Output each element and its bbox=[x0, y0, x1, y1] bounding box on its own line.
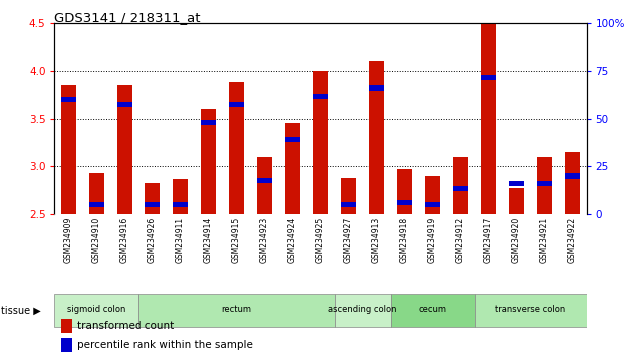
Text: GSM234924: GSM234924 bbox=[288, 217, 297, 263]
Bar bbox=[313, 94, 328, 99]
Text: GSM234923: GSM234923 bbox=[260, 217, 269, 263]
Bar bbox=[257, 178, 272, 183]
Bar bbox=[509, 188, 524, 214]
Text: tissue ▶: tissue ▶ bbox=[1, 306, 40, 316]
Bar bbox=[54, 294, 138, 327]
Text: GDS3141 / 218311_at: GDS3141 / 218311_at bbox=[54, 11, 201, 24]
Bar bbox=[145, 183, 160, 214]
Bar bbox=[335, 294, 390, 327]
Text: GSM234925: GSM234925 bbox=[316, 217, 325, 263]
Text: GSM234911: GSM234911 bbox=[176, 217, 185, 263]
Bar bbox=[565, 152, 580, 214]
Bar bbox=[201, 109, 216, 214]
Text: GSM234926: GSM234926 bbox=[148, 217, 157, 263]
Bar bbox=[89, 173, 104, 214]
Text: GSM234914: GSM234914 bbox=[204, 217, 213, 263]
Bar bbox=[229, 102, 244, 107]
Bar bbox=[481, 23, 496, 214]
Text: GSM234919: GSM234919 bbox=[428, 217, 437, 263]
Bar bbox=[89, 202, 104, 207]
Bar bbox=[229, 82, 244, 214]
Text: GSM234921: GSM234921 bbox=[540, 217, 549, 263]
Text: ascending colon: ascending colon bbox=[328, 306, 397, 314]
Text: GSM234922: GSM234922 bbox=[568, 217, 577, 263]
Bar bbox=[369, 61, 384, 214]
Bar bbox=[537, 181, 552, 186]
Bar bbox=[173, 179, 188, 214]
Text: cecum: cecum bbox=[419, 306, 447, 314]
Bar bbox=[285, 123, 300, 214]
Bar bbox=[481, 75, 496, 80]
Bar bbox=[138, 294, 335, 327]
Bar bbox=[453, 157, 468, 214]
Bar bbox=[201, 120, 216, 125]
Bar bbox=[117, 102, 132, 107]
Text: GSM234910: GSM234910 bbox=[92, 217, 101, 263]
Bar bbox=[425, 176, 440, 214]
Bar bbox=[390, 294, 474, 327]
Bar bbox=[61, 97, 76, 102]
Text: percentile rank within the sample: percentile rank within the sample bbox=[77, 340, 253, 350]
Bar bbox=[509, 181, 524, 186]
Bar bbox=[397, 200, 412, 205]
Text: GSM234909: GSM234909 bbox=[64, 217, 73, 263]
Bar bbox=[61, 85, 76, 214]
Bar bbox=[474, 294, 587, 327]
Text: GSM234915: GSM234915 bbox=[232, 217, 241, 263]
Text: GSM234917: GSM234917 bbox=[484, 217, 493, 263]
Text: GSM234918: GSM234918 bbox=[400, 217, 409, 263]
Bar bbox=[369, 85, 384, 91]
Bar bbox=[341, 178, 356, 214]
Text: transverse colon: transverse colon bbox=[495, 306, 565, 314]
Bar bbox=[341, 202, 356, 207]
Text: transformed count: transformed count bbox=[77, 321, 174, 331]
Text: GSM234927: GSM234927 bbox=[344, 217, 353, 263]
Text: GSM234916: GSM234916 bbox=[120, 217, 129, 263]
Bar bbox=[313, 71, 328, 214]
Bar bbox=[257, 157, 272, 214]
Text: GSM234920: GSM234920 bbox=[512, 217, 521, 263]
Bar bbox=[145, 202, 160, 207]
Text: sigmoid colon: sigmoid colon bbox=[67, 306, 126, 314]
Bar bbox=[453, 186, 468, 191]
Text: GSM234913: GSM234913 bbox=[372, 217, 381, 263]
Text: rectum: rectum bbox=[222, 306, 251, 314]
Bar bbox=[425, 202, 440, 207]
Bar bbox=[537, 157, 552, 214]
Bar bbox=[173, 202, 188, 207]
Text: GSM234912: GSM234912 bbox=[456, 217, 465, 263]
Bar bbox=[285, 137, 300, 142]
Bar bbox=[117, 85, 132, 214]
Bar bbox=[397, 169, 412, 214]
Bar bbox=[565, 173, 580, 178]
